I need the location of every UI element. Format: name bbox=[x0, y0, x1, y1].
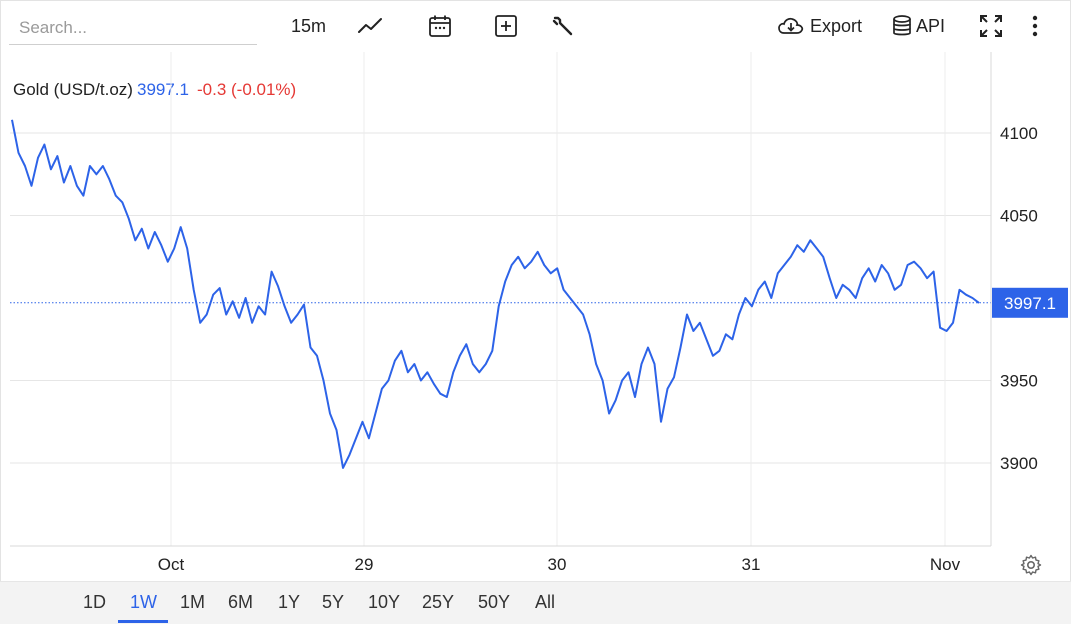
legend-series-name: Gold (USD/t.oz) bbox=[13, 80, 133, 99]
range-option-6m[interactable]: 6M bbox=[228, 592, 254, 612]
range-option-50y[interactable]: 50Y bbox=[478, 592, 511, 612]
price-series-line bbox=[11, 119, 980, 469]
range-option-5y[interactable]: 5Y bbox=[322, 592, 345, 612]
x-tick-label: 31 bbox=[742, 555, 761, 574]
api-label: API bbox=[916, 15, 946, 36]
grid-layer bbox=[10, 52, 991, 546]
axis-layer: 3900 3950 4050 4100 Oct 29 30 31 Nov 3997.1 bbox=[10, 52, 1068, 574]
range-option-1m[interactable]: 1M bbox=[180, 592, 206, 612]
range-option-1d[interactable]: 1D bbox=[83, 592, 107, 612]
y-tick-label: 3900 bbox=[1000, 454, 1038, 473]
legend-change: -0.3 (-0.01%) bbox=[196, 80, 297, 99]
range-option-all[interactable]: All bbox=[535, 592, 556, 612]
last-price-badge bbox=[992, 287, 1068, 318]
search-input[interactable] bbox=[9, 12, 257, 45]
range-option-10y[interactable]: 10Y bbox=[368, 592, 401, 612]
chart-toolbar: 15m Export API bbox=[0, 0, 1071, 52]
database-icon bbox=[893, 15, 911, 36]
settings-gear-icon[interactable] bbox=[1019, 553, 1043, 577]
api-button[interactable]: API bbox=[892, 10, 945, 42]
x-tick-label: 29 bbox=[355, 555, 374, 574]
legend-price: 3997.1 bbox=[136, 80, 189, 99]
y-tick-label: 4100 bbox=[1000, 124, 1038, 143]
last-price-label: 3997.1 bbox=[1004, 294, 1056, 313]
wrench-icon[interactable] bbox=[551, 10, 575, 42]
price-chart[interactable]: 3900 3950 4050 4100 Oct 29 30 31 Nov 3997.1 bbox=[0, 52, 1071, 581]
cloud-download-icon bbox=[778, 17, 804, 34]
y-tick-label: 3950 bbox=[1000, 372, 1038, 391]
interval-selector[interactable]: 15m bbox=[291, 10, 326, 42]
series-layer bbox=[10, 119, 991, 469]
range-option-1w[interactable]: 1W bbox=[130, 592, 157, 612]
fullscreen-icon[interactable] bbox=[978, 10, 1004, 42]
x-tick-label: 30 bbox=[548, 555, 567, 574]
export-label: Export bbox=[810, 15, 863, 36]
chart-legend: Gold (USD/t.oz) 3997.1 -0.3 (-0.01%) bbox=[13, 80, 296, 100]
add-indicator-icon[interactable] bbox=[494, 10, 518, 42]
range-selector-bar: 1D 1W 1M 6M 1Y 5Y 10Y 25Y 50Y All bbox=[0, 581, 1071, 624]
range-option-25y[interactable]: 25Y bbox=[422, 592, 455, 612]
x-tick-label: Oct bbox=[158, 555, 185, 574]
interval-label: 15m bbox=[291, 15, 327, 36]
more-vertical-icon[interactable] bbox=[1031, 10, 1039, 42]
range-option-1y[interactable]: 1Y bbox=[278, 592, 301, 612]
calendar-icon[interactable] bbox=[428, 10, 452, 42]
active-range-underline bbox=[118, 620, 168, 623]
x-tick-label: Nov bbox=[930, 555, 961, 574]
y-tick-label: 4050 bbox=[1000, 207, 1038, 226]
export-button[interactable]: Export bbox=[777, 10, 862, 42]
line-chart-icon[interactable] bbox=[357, 10, 383, 42]
